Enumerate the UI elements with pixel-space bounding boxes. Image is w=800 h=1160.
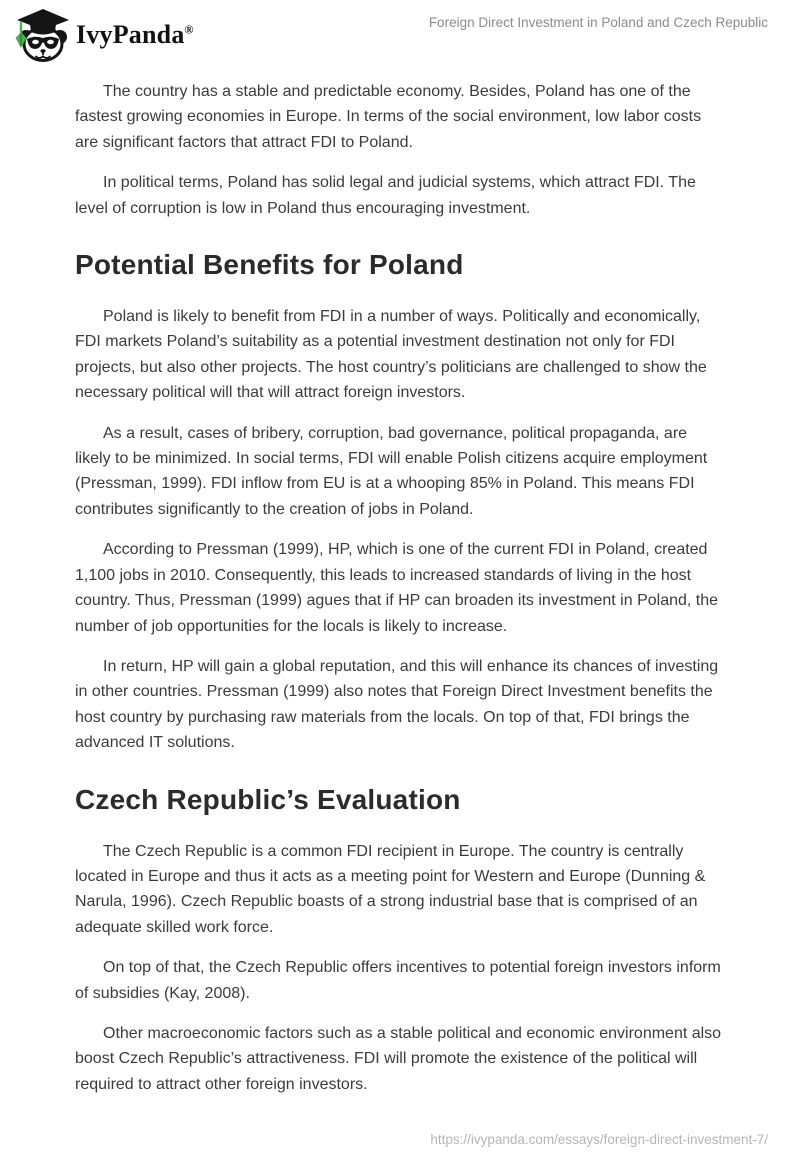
registered-trademark-mark: ® (184, 22, 194, 37)
paragraph: In political terms, Poland has solid leg… (75, 174, 696, 217)
paragraph: According to Pressman (1999), HP, which … (75, 541, 719, 635)
document-title: Foreign Direct Investment in Poland and … (428, 15, 768, 30)
paragraph: The Czech Republic is a common FDI recip… (75, 842, 706, 936)
essay-body: The country has a stable and predictable… (75, 79, 725, 1097)
panda-graduate-icon (14, 8, 70, 62)
section-heading: Potential Benefits for Poland (75, 249, 464, 281)
source-url[interactable]: https://ivypanda.com/essays/foreign-dire… (430, 1132, 768, 1147)
paragraph: Poland is likely to benefit from FDI in … (75, 308, 707, 402)
paragraph: In return, HP will gain a global reputat… (75, 657, 719, 752)
page-header: IvyPanda® Foreign Direct Investment in P… (0, 0, 800, 64)
paragraph: On top of that, the Czech Republic offer… (75, 959, 721, 1002)
paragraph: As a result, cases of bribery, corruptio… (75, 424, 708, 518)
paragraph: Other macroeconomic factors such as a st… (75, 1024, 722, 1093)
paragraph: The country has a stable and predictable… (75, 83, 702, 151)
section-heading: Czech Republic’s Evaluation (75, 783, 461, 815)
brand-name: IvyPanda® (76, 20, 194, 49)
ivypanda-logo: IvyPanda® (14, 8, 194, 62)
